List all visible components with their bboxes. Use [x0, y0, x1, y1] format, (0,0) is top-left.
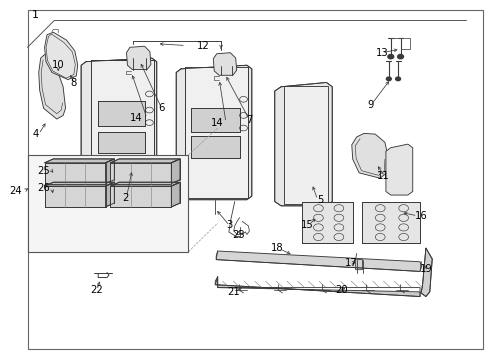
Polygon shape: [171, 159, 180, 184]
Text: 7: 7: [245, 115, 252, 125]
Polygon shape: [98, 132, 144, 153]
Polygon shape: [283, 86, 328, 204]
Polygon shape: [110, 182, 180, 186]
Polygon shape: [351, 134, 387, 178]
Text: 25: 25: [37, 166, 50, 176]
Polygon shape: [110, 159, 180, 163]
Text: 1: 1: [32, 10, 39, 20]
Text: 9: 9: [366, 100, 373, 110]
Polygon shape: [420, 248, 431, 297]
Polygon shape: [215, 277, 419, 297]
Circle shape: [395, 77, 400, 81]
Text: 21: 21: [227, 287, 240, 297]
Polygon shape: [39, 54, 65, 119]
Bar: [27, 155, 188, 252]
Polygon shape: [98, 101, 144, 126]
Polygon shape: [171, 182, 180, 207]
Circle shape: [387, 54, 393, 59]
Polygon shape: [213, 53, 236, 75]
Text: 14: 14: [130, 113, 142, 123]
Text: 11: 11: [376, 171, 389, 181]
Polygon shape: [110, 163, 171, 184]
Text: 16: 16: [414, 211, 427, 221]
Polygon shape: [44, 32, 78, 80]
Polygon shape: [44, 186, 105, 207]
Text: 6: 6: [158, 103, 164, 113]
Text: 26: 26: [37, 183, 50, 193]
Polygon shape: [361, 202, 419, 243]
Polygon shape: [105, 159, 114, 184]
Polygon shape: [44, 182, 114, 186]
Polygon shape: [190, 108, 239, 132]
Text: 2: 2: [122, 193, 128, 203]
Text: 18: 18: [271, 243, 284, 253]
Text: 8: 8: [71, 78, 77, 88]
Polygon shape: [110, 186, 171, 207]
Polygon shape: [44, 159, 114, 163]
Text: 22: 22: [90, 285, 103, 296]
Polygon shape: [190, 136, 239, 158]
Text: 3: 3: [225, 220, 231, 230]
Polygon shape: [184, 67, 248, 198]
Polygon shape: [126, 46, 151, 69]
Text: 12: 12: [196, 41, 209, 50]
Text: 20: 20: [335, 285, 347, 296]
Text: 4: 4: [33, 129, 39, 139]
Polygon shape: [105, 182, 114, 207]
Circle shape: [386, 77, 390, 81]
Text: 17: 17: [344, 258, 356, 268]
Text: 15: 15: [300, 220, 313, 230]
Text: 14: 14: [211, 118, 224, 128]
Text: 24: 24: [9, 186, 21, 196]
Text: 23: 23: [231, 230, 244, 239]
Polygon shape: [44, 163, 105, 184]
Polygon shape: [81, 58, 157, 193]
Polygon shape: [91, 60, 154, 191]
Polygon shape: [274, 82, 331, 206]
Text: 10: 10: [52, 60, 64, 70]
Text: 5: 5: [316, 195, 323, 205]
Text: 19: 19: [419, 264, 431, 274]
Polygon shape: [302, 202, 352, 243]
Text: 13: 13: [375, 48, 387, 58]
Polygon shape: [176, 65, 251, 200]
Polygon shape: [216, 251, 421, 271]
Circle shape: [397, 54, 403, 59]
Polygon shape: [385, 144, 412, 195]
